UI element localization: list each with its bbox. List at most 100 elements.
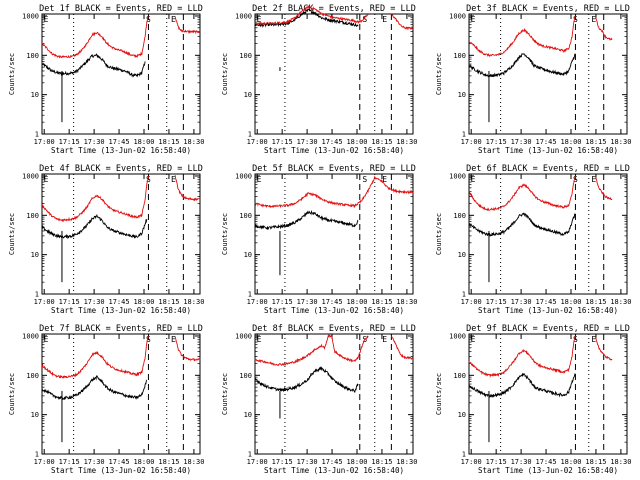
x-tick-label: 18:15 [158, 138, 179, 146]
panel-title: Det 5f BLACK = Events, RED = LLD [252, 164, 416, 174]
x-tick-label: 17:45 [536, 298, 557, 306]
x-axis-label: Start Time (13-Jun-02 16:58:40) [478, 466, 618, 475]
x-tick-label: 18:30 [396, 138, 417, 146]
left-end-marker: E [257, 335, 262, 344]
x-tick-label: 18:00 [346, 298, 367, 306]
lld-series-line [595, 176, 613, 201]
x-tick-label: 18:00 [133, 298, 154, 306]
x-axis-label: Start Time (13-Jun-02 16:58:40) [478, 306, 618, 315]
lld-series-line [254, 5, 369, 26]
panel-det-6: Det 6f BLACK = Events, RED = LLD 1 10 100 10… [435, 164, 631, 315]
events-series-line [254, 209, 359, 230]
x-tick-label: 17:45 [322, 458, 343, 466]
x-tick-label: 18:15 [371, 298, 392, 306]
x-tick-label: 17:45 [109, 458, 130, 466]
panel-title: Det 9f BLACK = Events, RED = LLD [466, 324, 630, 334]
events-series-line [41, 213, 148, 240]
lld-series-line [391, 335, 414, 360]
y-tick-label: 1000 [449, 12, 466, 20]
y-tick-label: 1000 [235, 332, 252, 340]
plot-frame [254, 173, 414, 295]
panel-title: Det 7f BLACK = Events, RED = LLD [39, 324, 203, 334]
x-tick-label: 17:30 [84, 138, 105, 146]
panel-det-4: Det 4f BLACK = Events, RED = LLD 1 10 100 10… [8, 164, 204, 315]
x-tick-label: 18:15 [371, 458, 392, 466]
x-axis-label: Start Time (13-Jun-02 16:58:40) [51, 466, 191, 475]
x-tick-label: 18:30 [610, 298, 631, 306]
x-axis-label: Start Time (13-Jun-02 16:58:40) [264, 146, 404, 155]
left-end-marker: E [471, 15, 476, 24]
x-tick-label: 18:15 [371, 138, 392, 146]
y-tick-label: 1 [248, 451, 252, 459]
lld-series-line [174, 16, 201, 35]
panel-det-3: Det 3f BLACK = Events, RED = LLD 1 10 100 10… [435, 4, 631, 155]
x-tick-label: 17:30 [297, 458, 318, 466]
x-tick-label: 17:30 [511, 298, 532, 306]
x-tick-label: 17:45 [322, 298, 343, 306]
lld-series-line [595, 336, 613, 361]
lld-series-line [174, 175, 201, 202]
y-tick-label: 1 [35, 451, 39, 459]
x-tick-label: 18:15 [158, 458, 179, 466]
left-end-marker: E [257, 175, 262, 184]
lld-series-line [595, 16, 613, 41]
panel-det-1: Det 1f BLACK = Events, RED = LLD 1 10 100 10… [8, 4, 204, 155]
x-axis-label: Start Time (13-Jun-02 16:58:40) [51, 146, 191, 155]
x-tick-label: 18:30 [183, 138, 204, 146]
y-tick-label: 100 [239, 212, 252, 220]
left-end-marker: E [44, 15, 49, 24]
x-tick-label: 17:45 [109, 298, 130, 306]
y-axis-label: Counts/sec [221, 53, 229, 95]
end-marker: E [171, 175, 176, 184]
y-tick-label: 100 [239, 52, 252, 60]
events-series-line [41, 53, 146, 78]
y-tick-label: 1000 [22, 332, 39, 340]
start-marker: S [573, 175, 578, 184]
y-tick-label: 100 [453, 372, 466, 380]
x-tick-label: 17:45 [322, 138, 343, 146]
y-axis-label: Counts/sec [435, 213, 443, 255]
y-tick-label: 1 [462, 451, 466, 459]
x-tick-label: 17:00 [461, 458, 482, 466]
x-tick-label: 18:15 [585, 138, 606, 146]
left-end-marker: E [471, 335, 476, 344]
x-tick-label: 18:30 [183, 458, 204, 466]
y-tick-label: 1000 [22, 172, 39, 180]
x-tick-label: 17:15 [486, 298, 507, 306]
y-axis-label: Counts/sec [221, 373, 229, 415]
y-tick-label: 10 [244, 411, 252, 419]
x-tick-label: 18:00 [346, 138, 367, 146]
panel-title: Det 4f BLACK = Events, RED = LLD [39, 164, 203, 174]
y-axis-label: Counts/sec [8, 53, 16, 95]
y-tick-label: 10 [31, 251, 39, 259]
y-tick-label: 10 [244, 251, 252, 259]
events-series-line [468, 212, 576, 237]
x-tick-label: 17:00 [34, 458, 55, 466]
end-marker: E [382, 175, 387, 184]
y-tick-label: 100 [453, 212, 466, 220]
x-tick-label: 17:30 [511, 138, 532, 146]
x-tick-label: 18:00 [133, 138, 154, 146]
x-tick-label: 18:15 [158, 298, 179, 306]
panel-title: Det 3f BLACK = Events, RED = LLD [466, 4, 630, 14]
end-marker: E [171, 335, 176, 344]
panel-det-7: Det 7f BLACK = Events, RED = LLD 1 10 100 10… [8, 324, 204, 475]
y-tick-label: 10 [244, 91, 252, 99]
left-end-marker: E [44, 175, 49, 184]
plot-frame [41, 333, 201, 455]
y-tick-label: 1 [462, 291, 466, 299]
events-series-line [468, 53, 576, 78]
lld-series-line [254, 175, 414, 209]
y-tick-label: 1 [35, 291, 39, 299]
x-axis-label: Start Time (13-Jun-02 16:58:40) [264, 306, 404, 315]
x-tick-label: 17:15 [272, 298, 293, 306]
y-tick-label: 100 [26, 372, 39, 380]
events-series-line [41, 375, 147, 401]
start-marker: S [146, 175, 151, 184]
end-marker: E [171, 15, 176, 24]
start-marker: S [362, 15, 367, 24]
x-tick-label: 17:15 [272, 138, 293, 146]
lld-series-line [41, 335, 149, 379]
y-tick-label: 10 [31, 91, 39, 99]
x-tick-label: 18:00 [560, 138, 581, 146]
